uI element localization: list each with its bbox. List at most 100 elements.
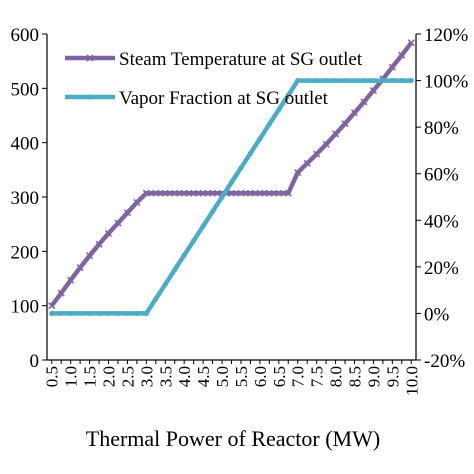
data-point [180,189,188,197]
data-point [227,189,236,197]
legend-item: Vapor Fraction at SG outlet [65,88,329,109]
data-point [361,77,367,84]
data-point [48,302,56,310]
data-point [238,165,244,171]
data-point [247,150,254,156]
data-point [171,189,179,197]
x-tick-label: 4.0 [175,366,194,387]
x-tick-label: 4.5 [194,366,213,387]
data-point [67,276,75,284]
series-layer [48,39,415,317]
data-point [332,77,339,84]
data-point [388,63,396,71]
data-point [398,51,406,59]
data-point [86,310,93,317]
data-point [209,189,217,197]
data-point [134,310,140,317]
x-tick-label: 3.0 [137,366,156,387]
y-left-tick-label: 500 [11,79,40,100]
data-point [57,289,65,297]
data-point [104,229,113,237]
data-point [256,189,264,197]
data-point [76,264,84,272]
x-tick-label: 9.0 [364,366,383,387]
data-point [294,168,302,177]
data-point [123,209,131,217]
y-left-tick-label: 300 [11,188,40,209]
data-point [86,252,94,260]
data-point [266,121,272,127]
x-tick-label: 3.5 [156,366,175,387]
data-point [322,140,330,148]
data-point [172,267,178,273]
data-point [408,77,414,84]
y-left-tick-label: 100 [11,297,40,318]
y-right-tick-label: 40% [424,211,459,232]
x-axis-label: Thermal Power of Reactor (MW) [86,426,380,451]
data-point [350,109,359,117]
data-point [49,310,55,317]
data-point [114,219,122,227]
data-point [143,310,149,317]
data-point [152,189,160,197]
x-tick-label: 9.5 [383,366,402,387]
data-point [399,77,405,84]
legend-marker [87,94,93,100]
y-left-tick-label: 200 [11,242,40,263]
y-left-tick-label: 0 [30,351,40,372]
legend-marker [86,54,94,62]
data-point [237,189,245,197]
data-point [257,136,263,142]
data-point [162,281,168,287]
x-tick-label: 1.0 [62,366,81,387]
data-point [304,77,310,84]
data-point [370,77,377,84]
data-point [295,77,301,84]
data-point [265,189,273,197]
data-point [68,310,74,317]
x-tick-label: 8.5 [346,366,365,387]
data-point [142,189,150,197]
data-point [199,189,207,197]
y-right-tick-label: 20% [424,258,459,279]
x-tick-label: 5.0 [213,366,232,387]
data-point [96,310,102,317]
data-point [161,189,169,197]
data-point [284,189,292,197]
x-tick-label: 2.0 [100,366,119,387]
axes: 0 100 200 300 400 500 600 -20% 0% 20% 40% 60% 80% 100… [11,25,469,396]
y-right-tick-label: 60% [424,165,459,186]
y-right-tick-label: 100% [424,72,469,93]
data-point [190,189,198,197]
data-point [323,77,329,84]
legend: Steam Temperature at SG outlet Vapor Frac… [65,49,363,109]
y-right-tick-label: -20% [424,351,465,372]
data-point [303,159,311,167]
data-point [332,130,340,138]
x-tick-label: 7.0 [289,366,308,387]
data-point [95,240,103,248]
data-point [341,120,349,128]
x-tick-label: 1.5 [81,366,100,387]
y-right-tick-label: 0% [424,304,450,325]
data-point [360,98,368,106]
data-point [58,310,64,317]
data-point [351,77,358,84]
data-point [133,198,141,206]
data-point [209,208,216,215]
data-point [191,238,197,244]
y-left-tick-label: 600 [11,25,40,46]
legend-item: Steam Temperature at SG outlet [65,49,363,70]
x-tick-label: 5.5 [232,366,251,387]
data-point [313,150,321,158]
data-point [181,252,187,258]
x-tick-label: 8.0 [327,366,346,387]
data-point [389,77,395,84]
y-right-tick-label: 120% [424,25,469,46]
data-point [105,310,112,317]
data-point [369,86,377,95]
data-point [275,189,283,197]
data-point [200,223,206,229]
data-point [153,296,159,302]
